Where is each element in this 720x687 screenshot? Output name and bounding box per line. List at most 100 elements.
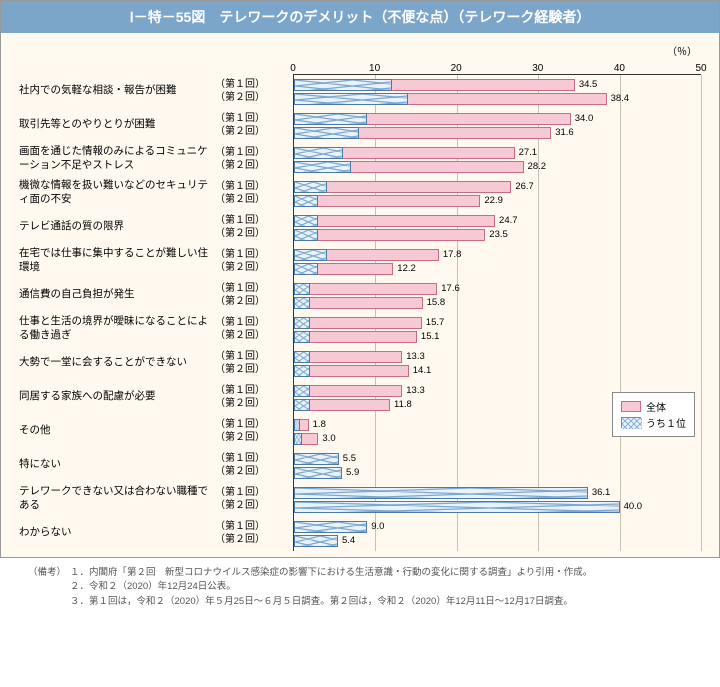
bar-value-label: 40.0 xyxy=(624,501,643,513)
bar-value-label: 5.5 xyxy=(343,453,356,465)
bar-row: 26.7 xyxy=(294,181,701,193)
round-labels: （第１回）（第２回） xyxy=(215,278,293,312)
bar-group: 13.314.1 xyxy=(294,347,701,381)
bar-group: 34.031.6 xyxy=(294,109,701,143)
round-labels-column: （第１回）（第２回）（第１回）（第２回）（第１回）（第２回）（第１回）（第２回）… xyxy=(215,74,293,551)
bar-row: 15.1 xyxy=(294,331,701,343)
bar-total xyxy=(294,297,423,309)
footnote-row: ２．令和２（2020）年12月24日公表。 xyxy=(14,580,706,594)
bar-total xyxy=(294,215,495,227)
bar-row: 5.5 xyxy=(294,453,701,465)
bar-total xyxy=(294,283,437,295)
bar-group: 36.1 40.0 xyxy=(294,483,701,517)
bar-row: 5.4 xyxy=(294,535,701,547)
bar-top1 xyxy=(294,113,367,125)
unit-label: （％） xyxy=(19,43,701,58)
bar-group: 26.7 22.9 xyxy=(294,177,701,211)
category-label: テレビ通話の質の限界 xyxy=(19,210,215,244)
category-label: 仕事と生活の境界が曖昧になることによる働き過ぎ xyxy=(19,312,215,346)
round-labels: （第１回）（第２回） xyxy=(215,414,293,448)
bar-top1 xyxy=(294,79,392,91)
round-labels: （第１回）（第２回） xyxy=(215,448,293,482)
legend-item-total: 全体 xyxy=(621,399,686,414)
bar-top1 xyxy=(294,161,351,173)
bar-group: 9.05.4 xyxy=(294,517,701,551)
bar-row: 13.3 xyxy=(294,351,701,363)
bar-row: 34.5 xyxy=(294,79,701,91)
bar-value-label: 1.8 xyxy=(313,419,326,431)
bar-top1 xyxy=(294,419,300,431)
category-label: 通信費の自己負担が発生 xyxy=(19,278,215,312)
round-labels: （第１回）（第２回） xyxy=(215,74,293,108)
bar-group: 27.1 28.2 xyxy=(294,143,701,177)
legend-swatch-top1 xyxy=(621,417,641,428)
legend-swatch-total xyxy=(621,401,641,412)
plot-area: 社内での気軽な相談・報告が困難取引先等とのやりとりが困難画面を通じた情報のみによ… xyxy=(19,74,701,551)
round-labels: （第１回）（第２回） xyxy=(215,482,293,516)
bar-value-label: 3.0 xyxy=(322,433,335,445)
bar-row: 38.4 xyxy=(294,93,701,105)
bar-row: 15.8 xyxy=(294,297,701,309)
bar-total xyxy=(294,181,511,193)
bar-value-label: 17.8 xyxy=(443,249,462,261)
bar-top1 xyxy=(294,399,310,411)
bar-top1 xyxy=(294,365,310,377)
bar-row: 22.9 xyxy=(294,195,701,207)
bar-value-label: 36.1 xyxy=(592,487,611,499)
bar-top1 xyxy=(294,249,327,261)
bar-value-label: 11.8 xyxy=(394,399,412,411)
round-labels: （第１回）（第２回） xyxy=(215,516,293,550)
x-tick: 40 xyxy=(614,63,625,74)
bar-top1 xyxy=(294,147,343,159)
bar-row: 5.9 xyxy=(294,467,701,479)
category-label: 在宅では仕事に集中することが難しい住環境 xyxy=(19,244,215,278)
category-label: 取引先等とのやりとりが困難 xyxy=(19,108,215,142)
legend-label-top1: うち１位 xyxy=(646,415,686,430)
bar-value-label: 34.0 xyxy=(575,113,594,125)
bar-row: 17.6 xyxy=(294,283,701,295)
category-label: 画面を通じた情報のみによるコミュニケーション不足やストレス xyxy=(19,142,215,176)
bar-value-label: 27.1 xyxy=(519,147,538,159)
bar-value-label: 5.9 xyxy=(346,467,359,479)
bar-value-label: 23.5 xyxy=(489,229,508,241)
bar-top1 xyxy=(294,501,620,513)
bar-group: 34.5 38.4 xyxy=(294,75,701,109)
bar-top1 xyxy=(294,283,310,295)
round-labels: （第１回）（第２回） xyxy=(215,176,293,210)
round-labels: （第１回）（第２回） xyxy=(215,380,293,414)
bar-value-label: 38.4 xyxy=(611,93,630,105)
bar-group: 5.55.9 xyxy=(294,449,701,483)
category-label: 機微な情報を扱い難いなどのセキュリティ面の不安 xyxy=(19,176,215,210)
bar-group: 17.6 15.8 xyxy=(294,279,701,313)
bars-column: 34.538.434.031.627.128.226.722.924.723.5… xyxy=(293,74,701,551)
bar-total xyxy=(294,365,409,377)
category-label: 社内での気軽な相談・報告が困難 xyxy=(19,74,215,108)
bar-value-label: 15.8 xyxy=(427,297,446,309)
bar-value-label: 22.9 xyxy=(484,195,503,207)
bar-top1 xyxy=(294,453,339,465)
legend-item-top1: うち１位 xyxy=(621,415,686,430)
round-labels: （第１回）（第２回） xyxy=(215,108,293,142)
bar-value-label: 5.4 xyxy=(342,535,355,547)
footnote-row: ３．第１回は，令和２（2020）年５月25日～６月５日調査。第２回は，令和２（2… xyxy=(14,595,706,609)
bar-top1 xyxy=(294,195,318,207)
chart-area: （％） 01020304050 社内での気軽な相談・報告が困難取引先等とのやりと… xyxy=(1,33,719,557)
category-label: 大勢で一堂に会することができない xyxy=(19,346,215,380)
bar-row: 12.2 xyxy=(294,263,701,275)
x-tick: 10 xyxy=(369,63,380,74)
bar-total xyxy=(294,229,485,241)
bar-row: 40.0 xyxy=(294,501,701,513)
x-axis: 01020304050 xyxy=(19,58,701,74)
x-tick: 20 xyxy=(451,63,462,74)
category-label: テレワークできない又は合わない職種である xyxy=(19,482,215,516)
bar-row: 28.2 xyxy=(294,161,701,173)
bar-top1 xyxy=(294,297,310,309)
bar-value-label: 15.7 xyxy=(426,317,445,329)
bar-value-label: 17.6 xyxy=(441,283,460,295)
bar-top1 xyxy=(294,521,367,533)
round-labels: （第１回）（第２回） xyxy=(215,210,293,244)
bar-value-label: 12.2 xyxy=(397,263,416,275)
bar-row: 17.8 xyxy=(294,249,701,261)
bar-top1 xyxy=(294,317,310,329)
bar-row: 9.0 xyxy=(294,521,701,533)
